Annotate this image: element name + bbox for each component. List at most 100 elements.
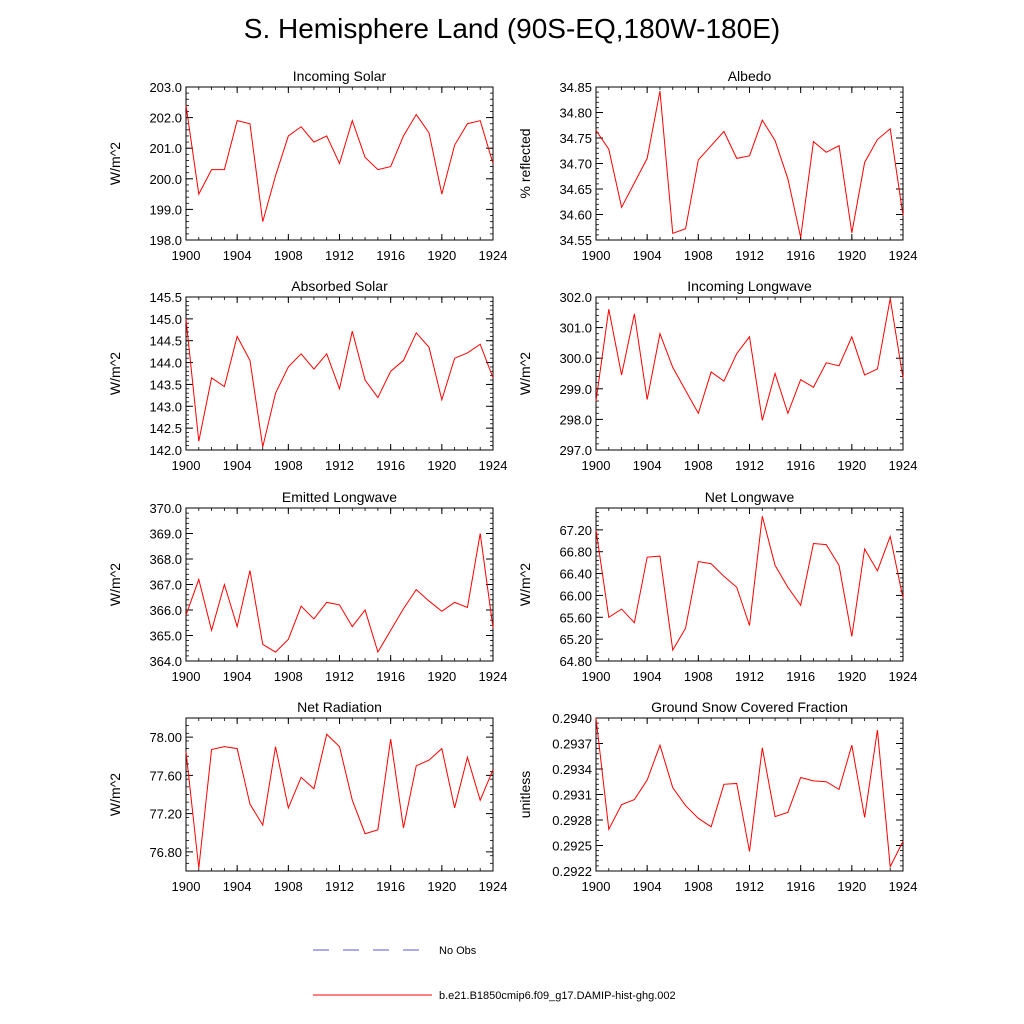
panel-title: Incoming Longwave [687, 278, 812, 294]
x-tick-label: 1920 [427, 248, 456, 263]
x-tick-label: 1904 [223, 458, 252, 473]
y-axis-label: W/m^2 [107, 352, 123, 395]
y-tick-label: 0.2934 [552, 762, 592, 777]
x-tick-label: 1904 [633, 458, 662, 473]
x-tick-label: 1920 [427, 669, 456, 684]
x-tick-label: 1912 [735, 458, 764, 473]
y-tick-label: 301.0 [559, 321, 592, 336]
x-tick-label: 1904 [223, 248, 252, 263]
y-tick-label: 0.2931 [552, 788, 592, 803]
y-tick-label: 142.5 [149, 421, 182, 436]
x-tick-label: 1924 [479, 879, 508, 894]
x-tick-label: 1900 [172, 879, 201, 894]
y-tick-label: 77.60 [149, 768, 182, 783]
panel-incoming-solar: 1900 1904 1908 1912 1916 1920 1924 198.0 199.0 20… [107, 68, 507, 263]
y-tick-label: 34.55 [559, 233, 592, 248]
x-tick-label: 1904 [223, 879, 252, 894]
series-line-b-e21-b1850cmip6-f09-g17-damip-hist-ghg- [595, 717, 904, 869]
x-tick-label: 1900 [582, 879, 611, 894]
y-tick-label: 143.5 [149, 377, 182, 392]
x-tick-label: 1920 [427, 879, 456, 894]
y-tick-label: 34.80 [559, 106, 592, 121]
y-tick-label: 34.65 [559, 182, 592, 197]
x-tick-label: 1904 [633, 248, 662, 263]
panel-title: Incoming Solar [293, 68, 387, 84]
panels: 1900 1904 1908 1912 1916 1920 1924 198.0 199.0 20… [107, 68, 917, 894]
y-tick-label: 0.2922 [552, 864, 592, 879]
x-tick-label: 1920 [427, 458, 456, 473]
y-axis-label: W/m^2 [517, 352, 533, 395]
x-tick-label: 1916 [376, 879, 405, 894]
x-tick-label: 1908 [684, 248, 713, 263]
plot-frame [595, 296, 904, 451]
x-tick-label: 1900 [172, 458, 201, 473]
x-tick-label: 1920 [837, 879, 866, 894]
plot-frame [185, 717, 494, 872]
plot-frame [595, 86, 904, 241]
series-line-b-e21-b1850cmip6-f09-g17-damip-hist-ghg- [595, 90, 904, 238]
y-tick-label: 76.80 [149, 845, 182, 860]
y-tick-label: 34.75 [559, 131, 592, 146]
legend-label-no-obs: No Obs [439, 945, 477, 957]
x-tick-label: 1924 [479, 248, 508, 263]
y-axis-label: W/m^2 [517, 563, 533, 606]
y-axis-label: W/m^2 [107, 773, 123, 816]
panel-incoming-longwave: 1900 1904 1908 1912 1916 1920 1924 297.0 298.0 29… [517, 278, 917, 473]
x-tick-label: 1908 [274, 248, 303, 263]
y-tick-label: 144.5 [149, 334, 182, 349]
x-tick-label: 1924 [889, 458, 918, 473]
legend: No Obs b.e21.B1850cmip6.f09_g17.DAMIP-hi… [313, 945, 676, 1002]
x-tick-label: 1908 [684, 879, 713, 894]
y-tick-label: 0.2940 [552, 711, 592, 726]
y-tick-label: 364.0 [149, 654, 182, 669]
y-tick-label: 34.70 [559, 157, 592, 172]
y-tick-label: 368.0 [149, 552, 182, 567]
y-tick-label: 366.0 [149, 603, 182, 618]
x-tick-label: 1924 [889, 879, 918, 894]
x-tick-label: 1912 [325, 458, 354, 473]
x-tick-label: 1900 [172, 669, 201, 684]
series-line-b-e21-b1850cmip6-f09-g17-damip-hist-ghg- [185, 318, 494, 448]
x-tick-label: 1912 [325, 248, 354, 263]
x-tick-label: 1920 [837, 248, 866, 263]
x-tick-label: 1920 [837, 458, 866, 473]
plot-frame [185, 296, 494, 451]
panel-title: Net Longwave [705, 489, 795, 505]
y-axis-label: W/m^2 [107, 142, 123, 185]
panel-title: Absorbed Solar [291, 278, 388, 294]
panel-absorbed-solar: 1900 1904 1908 1912 1916 1920 1924 142.0 142.5 14… [107, 278, 507, 473]
y-tick-label: 299.0 [559, 382, 592, 397]
x-tick-label: 1924 [479, 669, 508, 684]
x-tick-label: 1908 [684, 458, 713, 473]
y-tick-label: 66.40 [559, 567, 592, 582]
y-tick-label: 0.2925 [552, 839, 592, 854]
y-tick-label: 34.60 [559, 208, 592, 223]
y-tick-label: 65.60 [559, 610, 592, 625]
page-title: S. Hemisphere Land (90S-EQ,180W-180E) [243, 13, 781, 44]
y-tick-label: 0.2928 [552, 813, 592, 828]
y-tick-label: 365.0 [149, 629, 182, 644]
x-tick-label: 1916 [376, 248, 405, 263]
x-tick-label: 1900 [172, 248, 201, 263]
x-tick-label: 1908 [684, 669, 713, 684]
x-tick-label: 1916 [376, 669, 405, 684]
x-tick-label: 1912 [735, 669, 764, 684]
y-tick-label: 300.0 [559, 351, 592, 366]
y-tick-label: 145.5 [149, 290, 182, 305]
panel-title: Ground Snow Covered Fraction [651, 699, 848, 715]
x-tick-label: 1904 [223, 669, 252, 684]
y-tick-label: 66.80 [559, 545, 592, 560]
y-tick-label: 198.0 [149, 233, 182, 248]
series-line-b-e21-b1850cmip6-f09-g17-damip-hist-ghg- [185, 105, 494, 222]
y-tick-label: 200.0 [149, 172, 182, 187]
x-tick-label: 1900 [582, 669, 611, 684]
y-tick-label: 201.0 [149, 141, 182, 156]
panel-title: Albedo [728, 68, 772, 84]
panel-net-radiation: 1900 1904 1908 1912 1916 1920 1924 76.80 77.20 77… [107, 699, 507, 894]
x-tick-label: 1900 [582, 248, 611, 263]
x-tick-label: 1924 [889, 248, 918, 263]
panel-title: Net Radiation [297, 699, 382, 715]
panel-emitted-longwave: 1900 1904 1908 1912 1916 1920 1924 364.0 365.0 36… [107, 489, 507, 684]
y-tick-label: 64.80 [559, 654, 592, 669]
series-line-b-e21-b1850cmip6-f09-g17-damip-hist-ghg- [595, 516, 904, 652]
